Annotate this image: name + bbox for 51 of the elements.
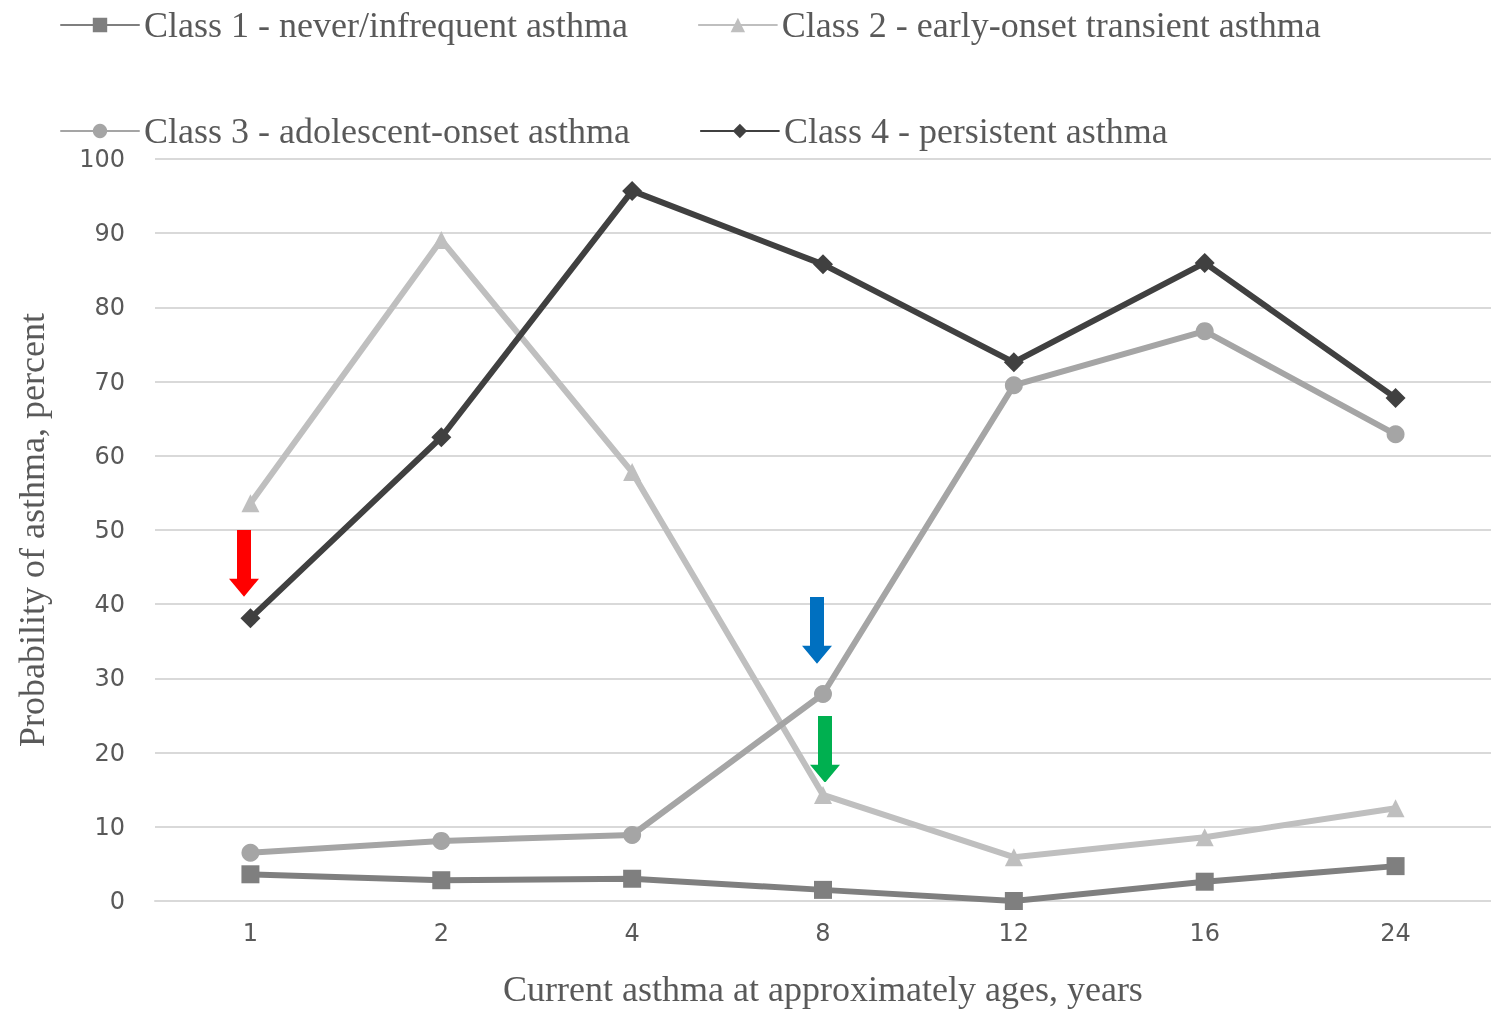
point [432,871,451,890]
point [622,180,643,201]
point [623,463,642,482]
point [1195,872,1214,891]
x-tick-label: 4 [624,919,640,947]
y-tick-label: 10 [94,812,125,841]
x-tick-label: 1 [242,919,259,947]
y-tick-label: 20 [94,738,125,767]
x-tick-label: 16 [1189,919,1220,947]
point [1386,857,1405,876]
legend-label: Class 2 - early-onset transient asthma [781,5,1321,45]
point [1194,252,1215,273]
y-tick-label: 50 [94,516,125,544]
y-tick-label: 80 [94,293,125,322]
x-tick-label: 2 [433,919,449,947]
y-tick-label: 70 [94,367,125,396]
legend-label: Class 3 - adolescent-onset asthma [144,111,630,151]
legend-label: Class 1 - never/infrequent asthma [144,5,628,45]
point [431,427,452,448]
point [623,869,642,888]
x-tick-label: 24 [1380,919,1411,947]
y-axis-title: Probability of asthma, percent [12,313,52,747]
legend-label: Class 4 - persistent asthma [783,111,1168,151]
x-tick-label: 12 [998,919,1030,947]
y-tick-label: 60 [94,441,125,470]
point [1004,892,1023,910]
y-tick-label: 90 [94,219,125,248]
y-tick-label: 40 [94,590,125,619]
point [1003,352,1024,373]
y-tick-label: 100 [79,145,125,173]
y-tick-label: 0 [109,887,125,915]
point [623,825,642,844]
point [432,831,451,850]
point [1195,322,1214,341]
point [241,865,260,884]
point [1386,425,1405,444]
point [1195,828,1214,847]
point [1385,387,1406,408]
point [1386,799,1405,818]
x-axis-title: Current asthma at approximately ages, years [503,969,1143,1009]
point [241,843,260,862]
point [241,494,260,513]
point [814,880,832,899]
point [814,684,832,703]
y-tick-label: 30 [94,664,125,693]
point [1004,376,1023,395]
point [813,254,833,275]
point [814,785,832,804]
x-tick-label: 8 [815,919,831,947]
point [240,608,261,629]
point [1004,848,1023,867]
